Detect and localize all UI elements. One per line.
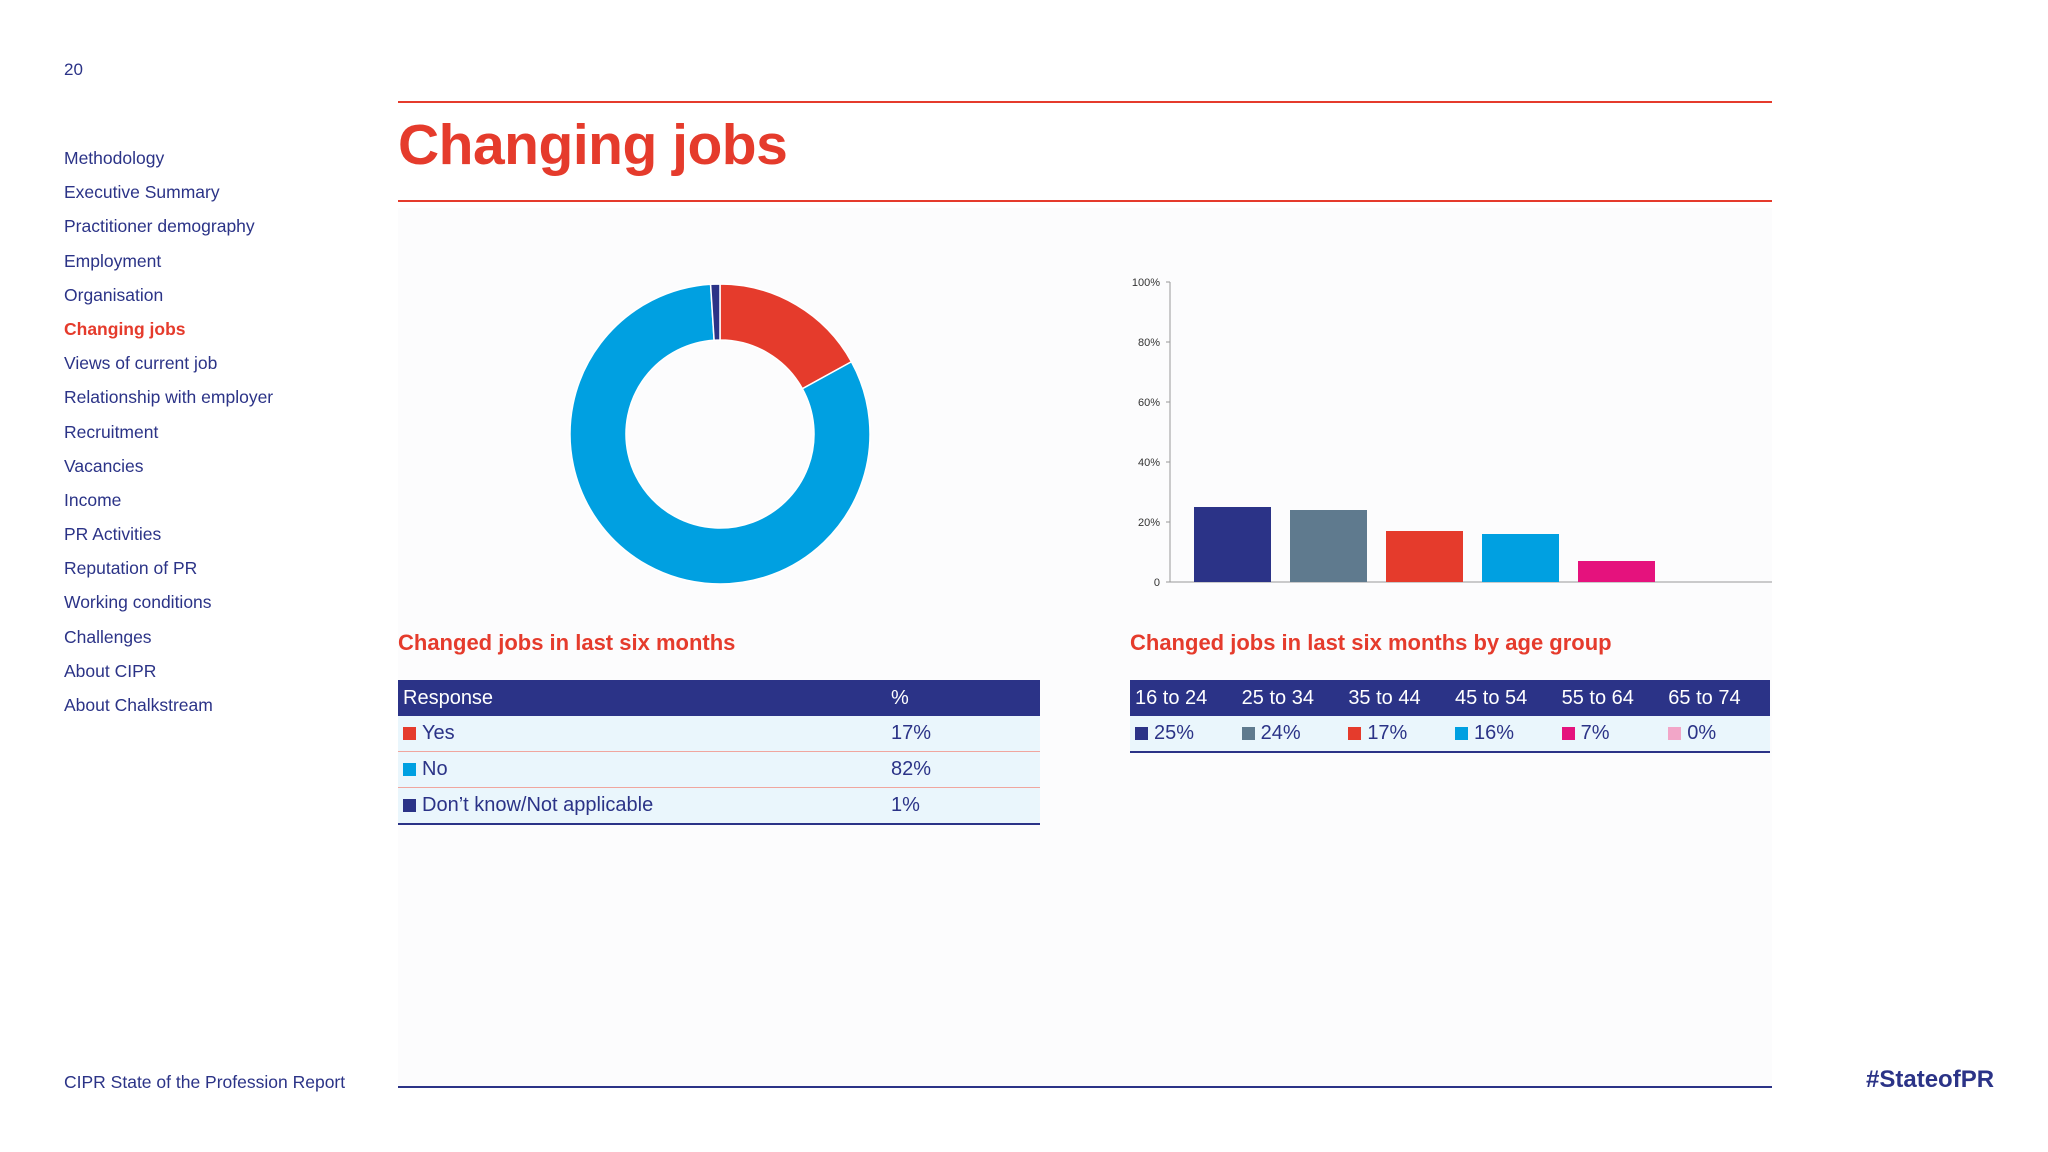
y-tick-label: 0 [1154,577,1160,589]
legend-swatch [1135,727,1148,740]
response-label: Yes [422,722,455,744]
bar-25-to-34 [1290,510,1367,582]
age-header: 55 to 64 [1556,680,1664,716]
age-table-header: 16 to 24 25 to 34 35 to 44 45 to 54 55 to 64… [1130,680,1770,716]
response-value: 17% [886,716,1040,752]
y-tick-label: 80% [1138,337,1160,349]
sidebar-item-reputation-of-pr[interactable]: Reputation of PR [64,558,198,579]
response-heading: Changed jobs in last six months [398,630,736,655]
legend-swatch [403,763,416,776]
y-tick-label: 40% [1138,457,1160,469]
legend-swatch [403,727,416,740]
donut-chart [566,280,874,588]
title-top-rule [398,101,1772,103]
sidebar-item-relationship-with-employer[interactable]: Relationship with employer [64,387,274,408]
bar-55-to-64 [1578,561,1655,582]
age-value-cell: 7% [1556,716,1664,752]
legend-swatch [403,799,416,812]
response-label-cell: No [398,751,886,788]
age-header: 65 to 74 [1663,680,1770,716]
y-tick-label: 100% [1132,277,1160,289]
report-name: CIPR State of the Profession Report [64,1072,346,1092]
donut-slice-no [569,283,871,585]
age-value: 24% [1260,722,1301,744]
legend-swatch [1348,727,1362,740]
age-header: 25 to 34 [1236,680,1344,716]
sidebar-item-organisation[interactable]: Organisation [64,284,164,305]
sidebar-item-challenges[interactable]: Challenges [64,626,152,647]
header-percent: % [886,680,1040,716]
response-table-header: Response % [398,680,1040,716]
age-value: 17% [1367,722,1408,744]
age-header: 16 to 24 [1130,680,1237,716]
sidebar-item-income[interactable]: Income [64,489,122,510]
donut-slice-don-t-know-not-applicable [709,283,721,341]
age-table-row: 25% 24% 17% 16% 7% 0% [1130,716,1770,752]
header-response: Response [398,680,886,716]
response-value: 1% [886,787,1040,824]
sidebar-item-about-chalkstream[interactable]: About Chalkstream [64,695,213,715]
age-value-cell: 17% [1343,716,1450,752]
response-label-cell: Don’t know/Not applicable [398,787,886,824]
hashtag: #StateofPR [1866,1066,1995,1093]
sidebar-item-practitioner-demography[interactable]: Practitioner demography [64,216,255,237]
response-table: Response % Yes 17% No 82% Don’t know/Not app… [398,680,1040,825]
sidebar-item-recruitment[interactable]: Recruitment [64,421,159,442]
age-value: 25% [1154,722,1195,744]
sidebar-item-about-cipr[interactable]: About CIPR [64,660,157,681]
response-row: No 82% [398,751,1040,788]
y-tick-label: 60% [1138,397,1160,409]
sidebar-item-working-conditions[interactable]: Working conditions [64,592,212,613]
response-label: Don’t know/Not applicable [422,794,654,816]
age-value: 0% [1687,722,1717,744]
response-label-cell: Yes [398,716,886,752]
y-tick-label: 20% [1138,517,1160,529]
age-value-cell: 16% [1449,716,1557,752]
bar-35-to-44 [1386,531,1463,582]
age-value: 16% [1473,722,1514,744]
age-bar-chart: 0 20% 40% 60% 80% 100% [1110,268,1780,598]
legend-swatch [1454,727,1468,740]
response-label: No [422,758,448,780]
response-row: Yes 17% [398,716,1040,752]
legend-swatch [1668,727,1682,740]
title-bottom-rule [398,200,1772,202]
response-row: Don’t know/Not applicable 1% [398,787,1040,824]
sidebar-item-vacancies[interactable]: Vacancies [64,455,144,476]
sidebar-item-views-of-current-job[interactable]: Views of current job [64,353,218,374]
sidebar-item-methodology[interactable]: Methodology [64,148,165,168]
age-value-cell: 0% [1663,716,1770,752]
age-header: 45 to 54 [1449,680,1557,716]
legend-swatch [1241,727,1255,740]
section-nav: Methodology Executive Summary Practitioner… [64,146,273,727]
bar-16-to-24 [1194,507,1271,582]
sidebar-item-pr-activities[interactable]: PR Activities [64,524,162,545]
age-value: 7% [1580,722,1610,744]
page-number: 20 [64,60,83,79]
age-value-cell: 25% [1130,716,1237,752]
page-title: Changing jobs [398,113,788,177]
age-table: 16 to 24 25 to 34 35 to 44 45 to 54 55 to 64… [1130,680,1770,753]
bar-45-to-54 [1482,534,1559,582]
age-heading: Changed jobs in last six months by age g… [1130,630,1612,655]
legend-swatch [1561,727,1575,740]
age-value-cell: 24% [1236,716,1344,752]
age-header: 35 to 44 [1343,680,1450,716]
footer-rule [398,1086,1772,1088]
sidebar-item-executive-summary[interactable]: Executive Summary [64,182,220,203]
response-value: 82% [886,751,1040,788]
sidebar-item-changing-jobs[interactable]: Changing jobs [64,318,186,339]
sidebar-item-employment[interactable]: Employment [64,250,162,271]
